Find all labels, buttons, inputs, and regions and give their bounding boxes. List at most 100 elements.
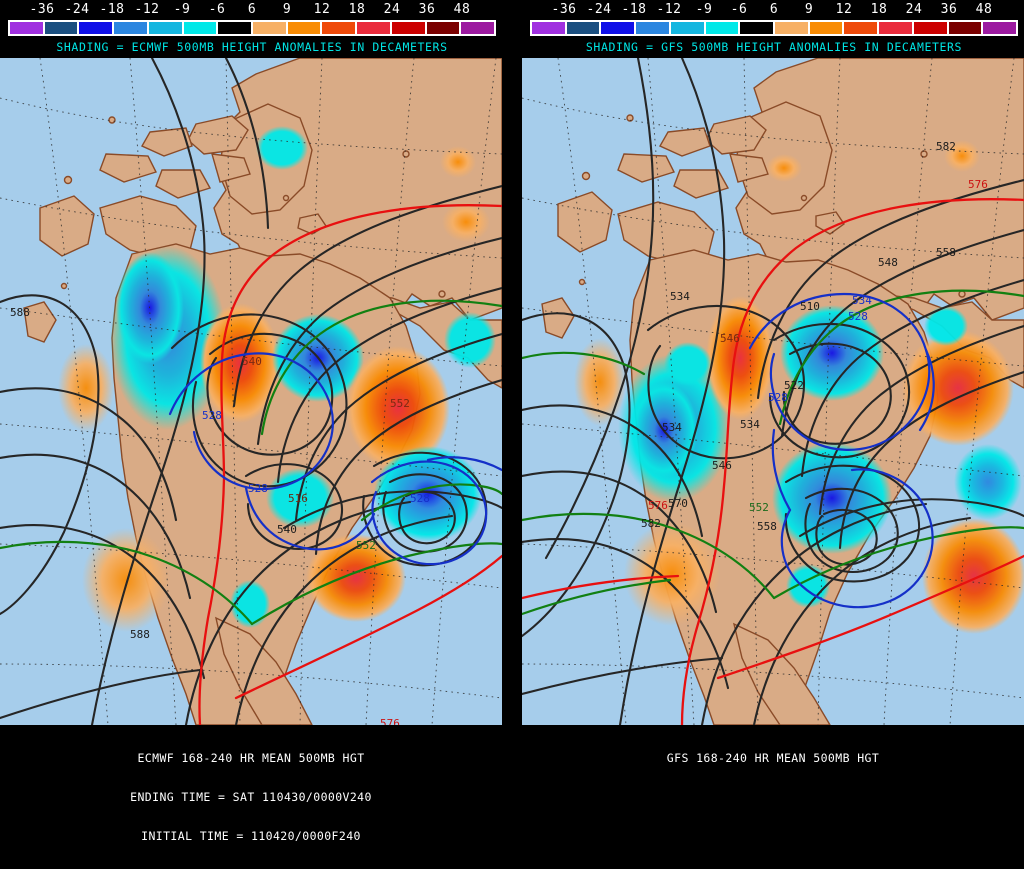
colorbar-swatch — [461, 22, 495, 34]
colorbar-tick: -36 — [29, 2, 55, 17]
anomaly-positive — [442, 202, 490, 242]
colorbar-ecmwf: -36 -24 -18 -12 -9 -6 6 9 12 18 24 36 48 — [8, 0, 496, 58]
colorbar-tick: 48 — [453, 2, 471, 17]
colorbar-swatch — [913, 22, 947, 34]
anomaly-positive — [82, 528, 170, 632]
contour-label: 522 — [784, 379, 804, 392]
shading-title-ecmwf: SHADING = ECMWF 500MB HEIGHT ANOMALIES I… — [56, 40, 448, 54]
contour-552 — [522, 289, 1024, 616]
colorbar-tick: 48 — [975, 2, 993, 17]
contour-528 — [748, 292, 935, 609]
anomaly-positive — [306, 534, 406, 622]
contour-label: 528 — [248, 482, 268, 495]
anomaly-positive — [624, 522, 720, 626]
contour-label: 528 — [202, 409, 222, 422]
anomaly-positive — [902, 330, 1014, 446]
colorbar-swatch — [357, 22, 390, 34]
contour-label: 540 — [277, 523, 297, 536]
contour-label: 540 — [242, 355, 262, 368]
panel-ecmwf: -36 -24 -18 -12 -9 -6 6 9 12 18 24 36 48 — [0, 0, 502, 843]
colorbar-tick: -12 — [134, 2, 160, 17]
colorbar-tick: -36 — [551, 2, 577, 17]
colorbar-swatch — [10, 22, 43, 34]
colorbar-swatch — [636, 22, 669, 34]
contour-label: 582 — [936, 140, 956, 153]
screenshot-root: -36 -24 -18 -12 -9 -6 6 9 12 18 24 36 48 — [0, 0, 1024, 843]
colorbar-swatch — [391, 22, 425, 34]
colorbar-tick: 9 — [804, 2, 814, 17]
contour-528 — [168, 352, 502, 566]
colorbar-tick: 24 — [905, 2, 923, 17]
colorbar-tick: 12 — [313, 2, 331, 17]
colorbar-swatch — [253, 22, 286, 34]
anomaly-negative — [954, 444, 1022, 520]
contour-label: 552 — [356, 539, 376, 552]
contour-label: 552 — [390, 397, 410, 410]
anomaly-positive — [346, 346, 450, 470]
colorbar-swatch — [948, 22, 982, 34]
colorbar-swatch — [44, 22, 78, 34]
colorbar-swatch — [183, 22, 217, 34]
map-ecmwf: 588 588 540 528 528 516 552 540 552 528 … — [0, 58, 502, 725]
contour-label: 576 — [968, 178, 988, 191]
anomaly-negative — [444, 312, 496, 368]
colorbar-swatch — [983, 22, 1017, 34]
colorbar-swatch — [287, 22, 321, 34]
colorbar-swatch — [566, 22, 600, 34]
graticule — [522, 58, 1024, 725]
graticule — [0, 58, 502, 725]
colorbar-swatch — [148, 22, 182, 34]
contour-label: 516 — [288, 492, 308, 505]
anomaly-negative — [664, 342, 712, 386]
colorbar-swatch — [705, 22, 739, 34]
colorbar-tick: 36 — [418, 2, 436, 17]
colorbar-tick: 36 — [940, 2, 958, 17]
colorbar-tick: 24 — [383, 2, 401, 17]
contour-label: 552 — [749, 501, 769, 514]
contour-label: 510 — [800, 300, 820, 313]
colorbar-swatch — [426, 22, 460, 34]
colorbar-swatch — [79, 22, 113, 34]
colorbar-swatch — [601, 22, 635, 34]
contour-label: 548 — [878, 256, 898, 269]
colorbar-tick: -18 — [621, 2, 647, 17]
map-gfs: 582 576 558 548 534 510 534 528 546 522 … — [522, 58, 1024, 725]
colorbar-tick: 18 — [870, 2, 888, 17]
anomaly-negative — [116, 252, 184, 364]
colorbar-swatch — [218, 22, 252, 34]
contour-label-group: 582 576 558 548 534 510 534 528 546 522 … — [641, 140, 988, 533]
anomaly-positive — [922, 518, 1024, 634]
colorbar-tick: 12 — [835, 2, 853, 17]
colorbar-tick: 6 — [247, 2, 257, 17]
anomaly-negative — [230, 580, 270, 628]
contour-label: 534 — [740, 418, 760, 431]
contour-label: 534 — [662, 421, 682, 434]
caption-line: ECMWF 168-240 HR MEAN 500MB HGT — [137, 751, 365, 765]
colorbar-swatch — [532, 22, 565, 34]
contour-label: 582 — [641, 517, 661, 530]
contour-552 — [0, 299, 502, 626]
anomaly-positive — [58, 344, 114, 432]
anomaly-negative — [256, 126, 308, 170]
colorbar-tick: -24 — [586, 2, 612, 17]
contour-576 — [522, 198, 1024, 725]
colorbar-swatch — [879, 22, 912, 34]
colorbar-swatch — [114, 22, 147, 34]
colorbar-swatch — [775, 22, 808, 34]
contour-label: 546 — [720, 332, 740, 345]
contour-label: 576 — [380, 717, 400, 725]
colorbar-tick: -9 — [173, 2, 191, 17]
height-contours — [522, 58, 1024, 725]
caption-gfs: GFS 168-240 HR MEAN 500MB HGT — [522, 726, 1024, 791]
shading-title-gfs: SHADING = GFS 500MB HEIGHT ANOMALIES IN … — [585, 40, 963, 54]
anomaly-positive — [944, 140, 980, 172]
caption-ecmwf: ECMWF 168-240 HR MEAN 500MB HGT ENDING T… — [0, 726, 502, 869]
colorbar-tick: -6 — [208, 2, 226, 17]
anomaly-negative — [786, 564, 830, 608]
colorbar-gfs: -36 -24 -18 -12 -9 -6 6 9 12 18 24 36 48 — [530, 0, 1018, 58]
anomaly-negative — [924, 306, 968, 346]
caption-line: GFS 168-240 HR MEAN 500MB HGT — [666, 751, 880, 765]
contour-label: 528 — [768, 391, 788, 404]
colorbar-swatch — [809, 22, 843, 34]
colorbar-swatch — [670, 22, 704, 34]
